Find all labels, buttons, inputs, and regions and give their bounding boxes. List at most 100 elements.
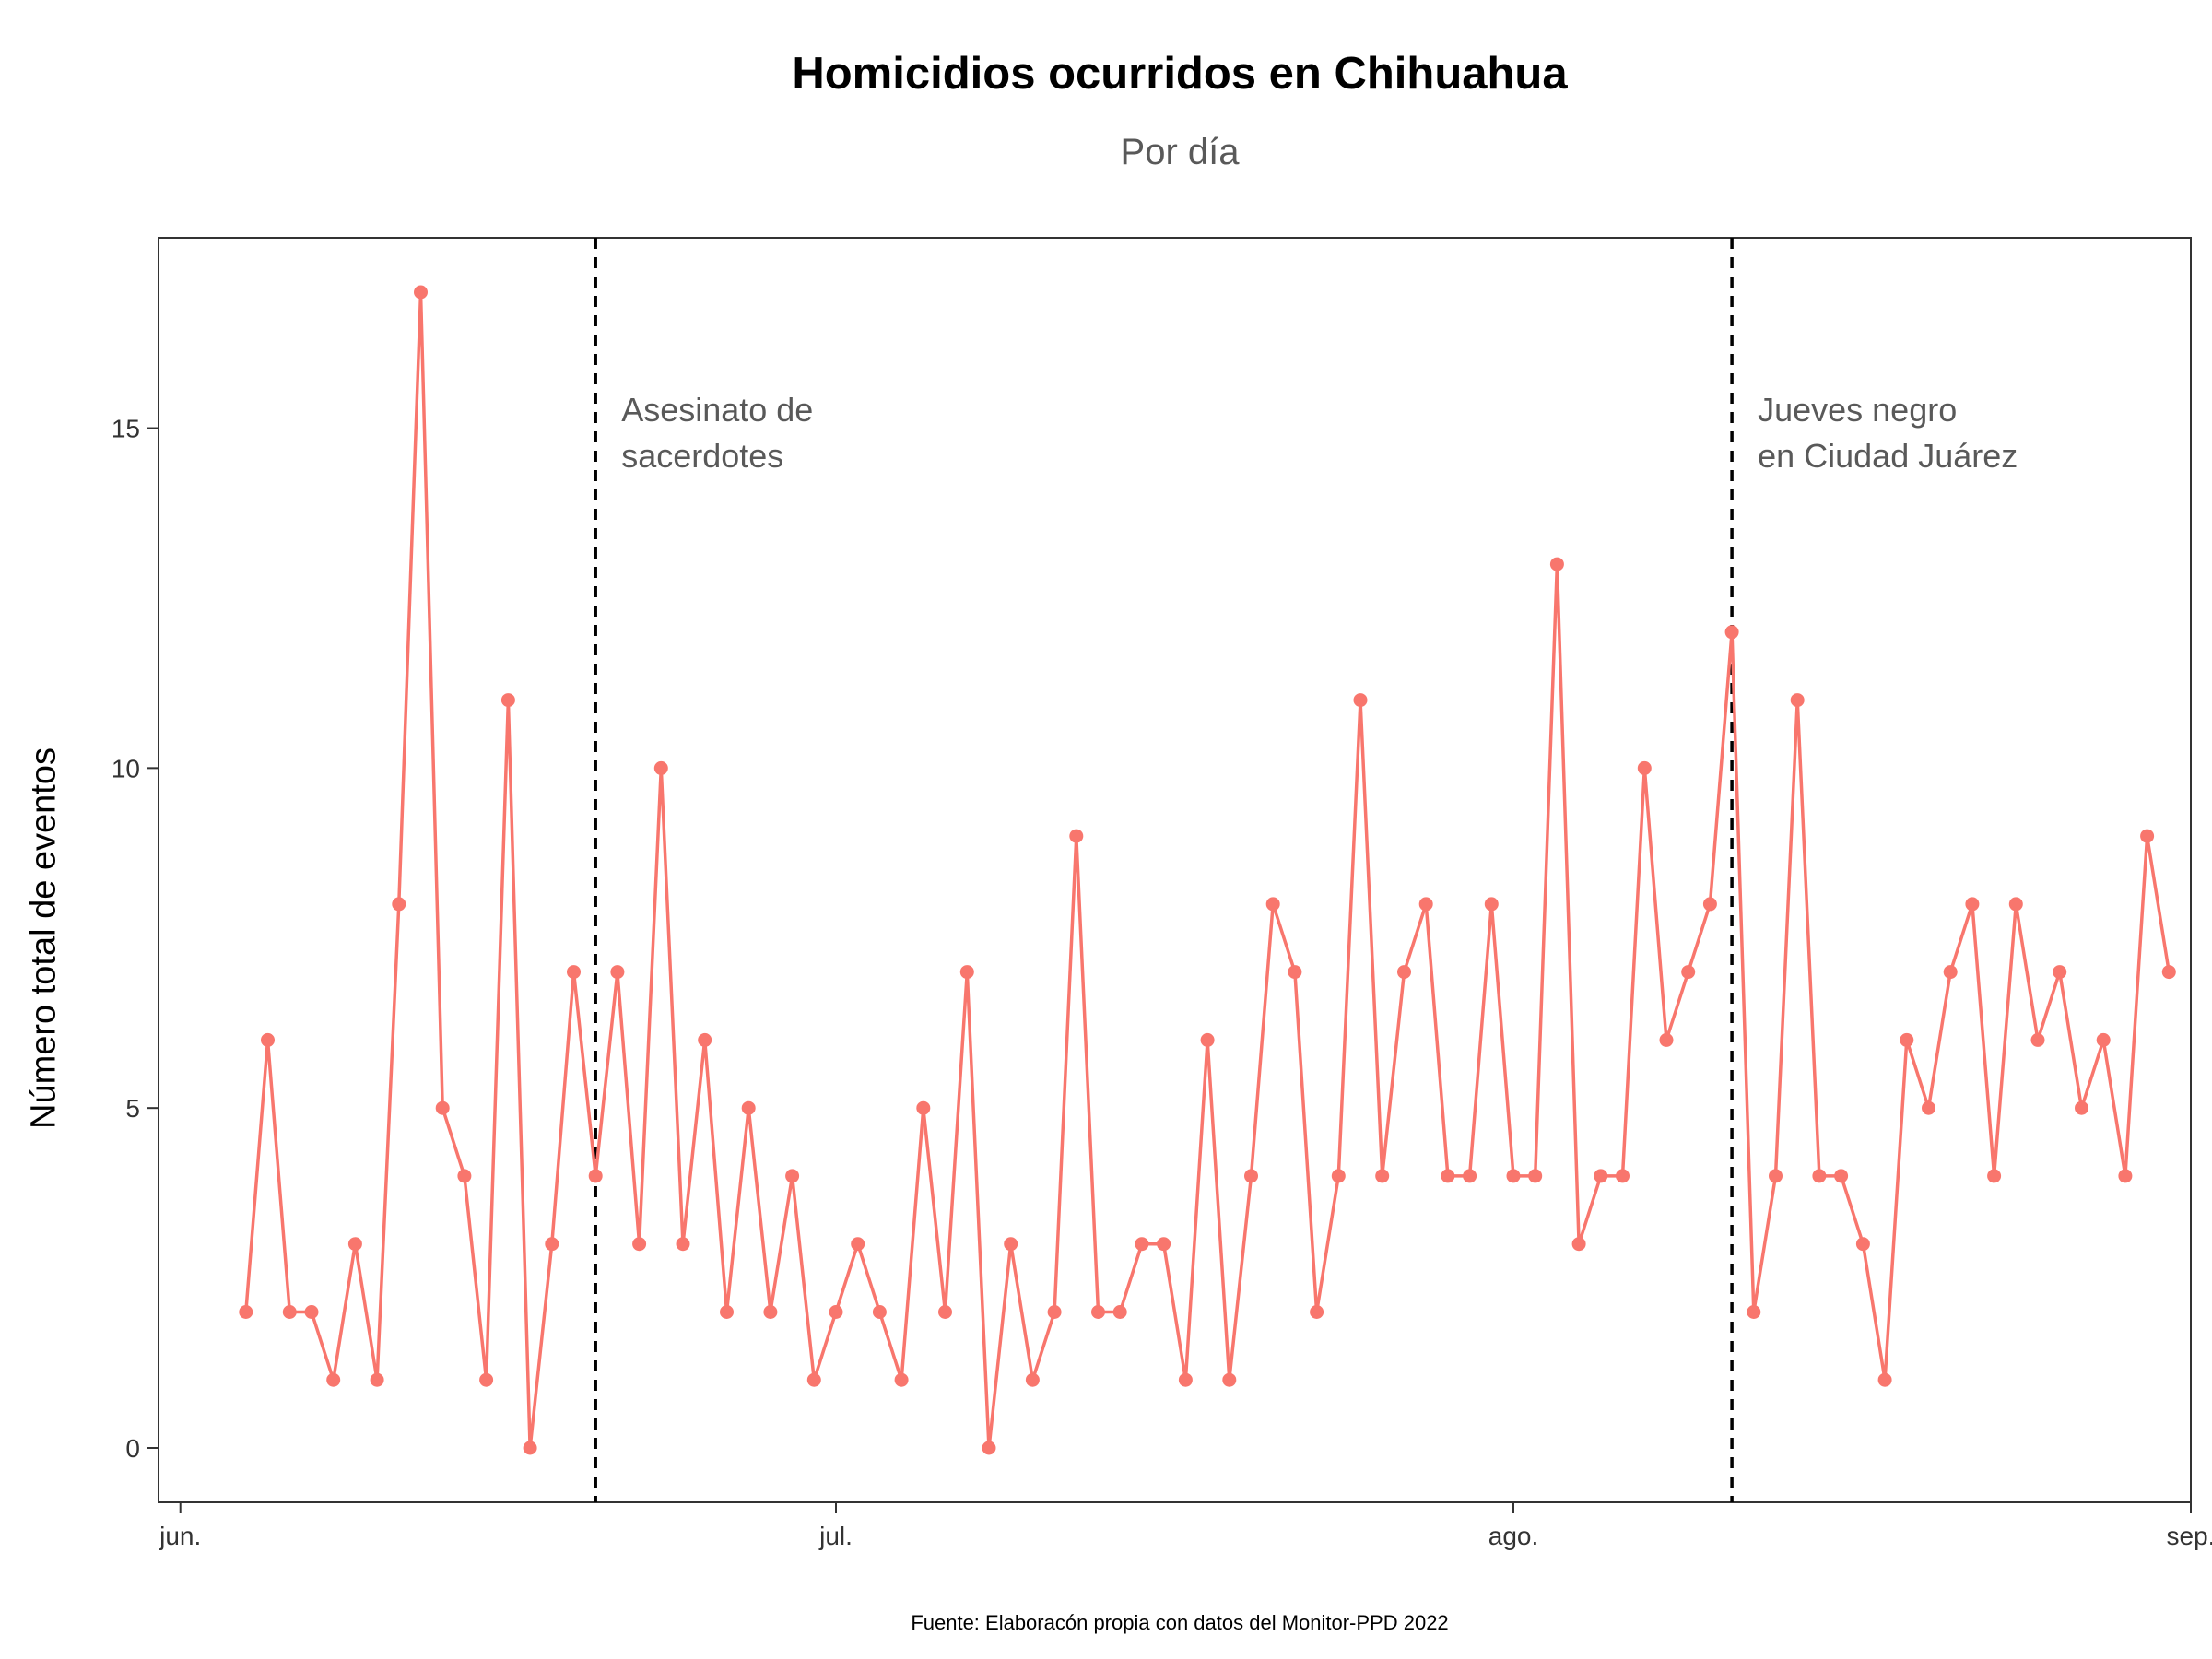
data-point bbox=[851, 1237, 865, 1252]
data-point bbox=[1900, 1032, 1914, 1047]
data-point bbox=[1288, 965, 1302, 980]
chart-subtitle: Por día bbox=[1120, 132, 1240, 172]
data-point bbox=[1004, 1237, 1018, 1252]
chart-title: Homicidios ocurridos en Chihuahua bbox=[792, 49, 1568, 99]
data-point bbox=[1265, 897, 1280, 912]
x-tick-label: jul. bbox=[818, 1522, 853, 1550]
data-point bbox=[720, 1305, 734, 1319]
data-point bbox=[1025, 1372, 1040, 1387]
data-point bbox=[1091, 1305, 1105, 1319]
data-point bbox=[2118, 1169, 2133, 1183]
data-point bbox=[239, 1305, 253, 1319]
data-point bbox=[1441, 1169, 1455, 1183]
data-point bbox=[1528, 1169, 1543, 1183]
data-point bbox=[1790, 693, 1805, 708]
event-annotation-line: Jueves negro bbox=[1758, 391, 1957, 429]
data-point bbox=[610, 965, 625, 980]
data-point bbox=[1418, 897, 1433, 912]
data-point bbox=[1353, 693, 1368, 708]
event-annotation-line: sacerdotes bbox=[621, 437, 783, 475]
data-point bbox=[1244, 1169, 1258, 1183]
data-point bbox=[1157, 1237, 1171, 1252]
data-point bbox=[676, 1237, 690, 1252]
data-point bbox=[414, 285, 428, 300]
data-point bbox=[1769, 1169, 1783, 1183]
data-point bbox=[1571, 1237, 1586, 1252]
data-point bbox=[435, 1100, 450, 1115]
data-point bbox=[1200, 1032, 1215, 1047]
data-point bbox=[872, 1305, 887, 1319]
data-point bbox=[829, 1305, 843, 1319]
data-point bbox=[282, 1305, 297, 1319]
data-point bbox=[938, 1305, 952, 1319]
data-point bbox=[304, 1305, 319, 1319]
data-point bbox=[1047, 1305, 1062, 1319]
data-point bbox=[1681, 965, 1696, 980]
data-point bbox=[1922, 1100, 1936, 1115]
y-tick-label: 10 bbox=[112, 754, 140, 782]
data-point bbox=[1594, 1169, 1608, 1183]
data-point bbox=[916, 1100, 931, 1115]
data-point bbox=[982, 1441, 996, 1455]
y-tick-label: 0 bbox=[125, 1434, 140, 1463]
event-annotation-line: en Ciudad Juárez bbox=[1758, 437, 2018, 475]
data-point bbox=[1463, 1169, 1477, 1183]
y-tick-label: 15 bbox=[112, 415, 140, 443]
data-point bbox=[1310, 1305, 1324, 1319]
data-point bbox=[1659, 1032, 1674, 1047]
chart-caption: Fuente: Elaboracón propia con datos del … bbox=[911, 1611, 1449, 1634]
x-tick-label: jun. bbox=[159, 1522, 201, 1550]
data-point bbox=[1135, 1237, 1149, 1252]
data-point bbox=[1331, 1169, 1346, 1183]
data-point bbox=[479, 1372, 494, 1387]
data-point bbox=[1965, 897, 1980, 912]
data-point bbox=[2053, 965, 2067, 980]
data-point bbox=[1506, 1169, 1521, 1183]
data-point bbox=[347, 1237, 362, 1252]
event-annotation-line: Asesinato de bbox=[621, 391, 813, 429]
y-tick-label: 5 bbox=[125, 1094, 140, 1123]
data-point bbox=[1702, 897, 1717, 912]
data-point bbox=[1397, 965, 1411, 980]
data-point bbox=[1943, 965, 1958, 980]
data-point bbox=[959, 965, 974, 980]
data-point bbox=[763, 1305, 778, 1319]
data-point bbox=[2096, 1032, 2111, 1047]
data-point bbox=[1987, 1169, 2002, 1183]
data-point bbox=[1484, 897, 1499, 912]
data-point bbox=[545, 1237, 559, 1252]
data-point bbox=[392, 897, 406, 912]
data-point bbox=[1069, 829, 1084, 843]
data-point bbox=[1812, 1169, 1827, 1183]
data-point bbox=[588, 1169, 603, 1183]
plot-panel-border bbox=[158, 237, 2192, 1503]
data-point bbox=[326, 1372, 341, 1387]
data-point bbox=[2161, 965, 2176, 980]
data-point bbox=[653, 760, 668, 775]
data-point bbox=[1375, 1169, 1390, 1183]
data-point bbox=[1637, 760, 1652, 775]
x-tick-label: sep. bbox=[2167, 1522, 2212, 1550]
data-point bbox=[785, 1169, 800, 1183]
data-point bbox=[261, 1032, 275, 1047]
data-point bbox=[2075, 1100, 2088, 1115]
data-point bbox=[1222, 1372, 1237, 1387]
data-point bbox=[1724, 625, 1739, 640]
data-point bbox=[1855, 1237, 1870, 1252]
data-point bbox=[1616, 1169, 1630, 1183]
data-point bbox=[2008, 897, 2023, 912]
data-point bbox=[370, 1372, 384, 1387]
data-point bbox=[1877, 1372, 1892, 1387]
data-point bbox=[632, 1237, 647, 1252]
data-point bbox=[741, 1100, 756, 1115]
data-point bbox=[2030, 1032, 2045, 1047]
data-point bbox=[2140, 829, 2155, 843]
data-point bbox=[1112, 1305, 1127, 1319]
data-point bbox=[457, 1169, 472, 1183]
data-point bbox=[698, 1032, 712, 1047]
data-point bbox=[1834, 1169, 1849, 1183]
data-point bbox=[500, 693, 515, 708]
data-point bbox=[806, 1372, 821, 1387]
data-point bbox=[894, 1372, 909, 1387]
